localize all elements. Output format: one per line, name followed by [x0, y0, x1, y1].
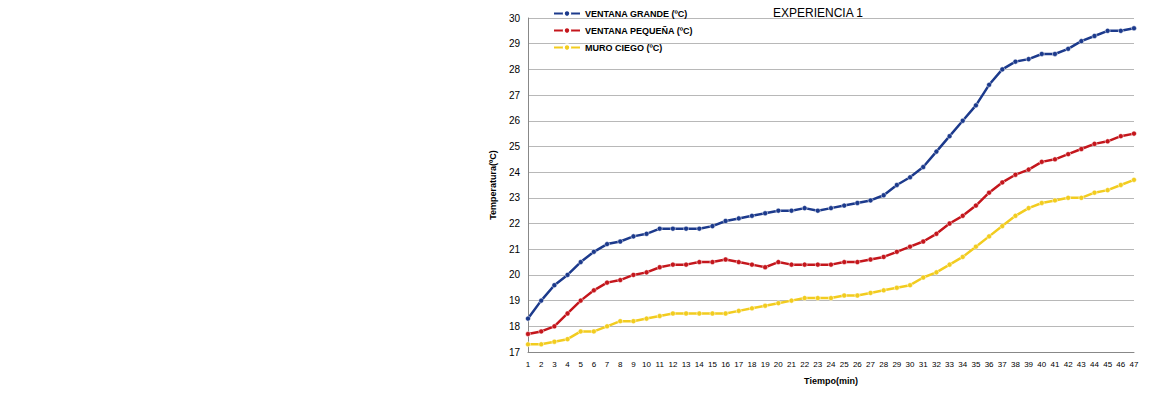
svg-text:8: 8	[618, 360, 623, 369]
svg-text:Temperatura(ºC): Temperatura(ºC)	[488, 150, 498, 220]
svg-text:18: 18	[748, 360, 757, 369]
svg-text:18: 18	[509, 321, 521, 332]
svg-text:36: 36	[985, 360, 994, 369]
svg-text:41: 41	[1051, 360, 1060, 369]
svg-text:44: 44	[1090, 360, 1099, 369]
svg-text:29: 29	[509, 38, 521, 49]
svg-text:EXPERIENCIA 1: EXPERIENCIA 1	[773, 6, 863, 20]
svg-text:32: 32	[932, 360, 941, 369]
svg-text:3: 3	[552, 360, 557, 369]
svg-text:27: 27	[509, 90, 521, 101]
svg-text:30: 30	[509, 13, 521, 24]
svg-text:24: 24	[827, 360, 836, 369]
svg-text:22: 22	[509, 218, 521, 229]
svg-text:45: 45	[1103, 360, 1112, 369]
svg-text:34: 34	[958, 360, 967, 369]
svg-text:20: 20	[509, 269, 521, 280]
svg-text:20: 20	[774, 360, 783, 369]
svg-text:26: 26	[509, 115, 521, 126]
svg-text:40: 40	[1037, 360, 1046, 369]
svg-text:VENTANA GRANDE (ºC): VENTANA GRANDE (ºC)	[585, 9, 687, 19]
svg-text:27: 27	[866, 360, 875, 369]
svg-text:25: 25	[509, 141, 521, 152]
svg-text:2: 2	[539, 360, 544, 369]
svg-text:23: 23	[813, 360, 822, 369]
svg-text:47: 47	[1130, 360, 1139, 369]
svg-text:4: 4	[565, 360, 570, 369]
svg-text:28: 28	[509, 64, 521, 75]
svg-text:6: 6	[592, 360, 597, 369]
svg-text:26: 26	[853, 360, 862, 369]
svg-text:37: 37	[998, 360, 1007, 369]
svg-text:19: 19	[509, 295, 521, 306]
svg-text:19: 19	[761, 360, 770, 369]
svg-text:38: 38	[1011, 360, 1020, 369]
svg-text:24: 24	[509, 167, 521, 178]
svg-text:21: 21	[787, 360, 796, 369]
svg-text:15: 15	[708, 360, 717, 369]
svg-text:22: 22	[800, 360, 809, 369]
svg-text:MURO CIEGO (ºC): MURO CIEGO (ºC)	[585, 43, 662, 53]
svg-text:21: 21	[509, 244, 521, 255]
svg-text:9: 9	[631, 360, 636, 369]
svg-text:46: 46	[1116, 360, 1125, 369]
svg-text:16: 16	[721, 360, 730, 369]
svg-text:30: 30	[906, 360, 915, 369]
svg-text:25: 25	[840, 360, 849, 369]
svg-text:13: 13	[682, 360, 691, 369]
svg-text:33: 33	[945, 360, 954, 369]
svg-text:17: 17	[734, 360, 743, 369]
svg-text:10: 10	[642, 360, 651, 369]
svg-text:17: 17	[509, 347, 521, 358]
svg-text:39: 39	[1024, 360, 1033, 369]
svg-text:42: 42	[1064, 360, 1073, 369]
svg-text:Tiempo(min): Tiempo(min)	[804, 376, 858, 386]
svg-text:1: 1	[526, 360, 531, 369]
svg-text:12: 12	[668, 360, 677, 369]
svg-text:11: 11	[656, 360, 665, 369]
svg-text:28: 28	[879, 360, 888, 369]
svg-text:VENTANA PEQUEÑA (ºC): VENTANA PEQUEÑA (ºC)	[585, 26, 692, 36]
svg-text:14: 14	[695, 360, 704, 369]
svg-text:7: 7	[605, 360, 610, 369]
svg-text:43: 43	[1077, 360, 1086, 369]
svg-text:35: 35	[971, 360, 980, 369]
svg-text:31: 31	[919, 360, 928, 369]
svg-text:29: 29	[892, 360, 901, 369]
svg-text:23: 23	[509, 192, 521, 203]
svg-text:5: 5	[578, 360, 583, 369]
